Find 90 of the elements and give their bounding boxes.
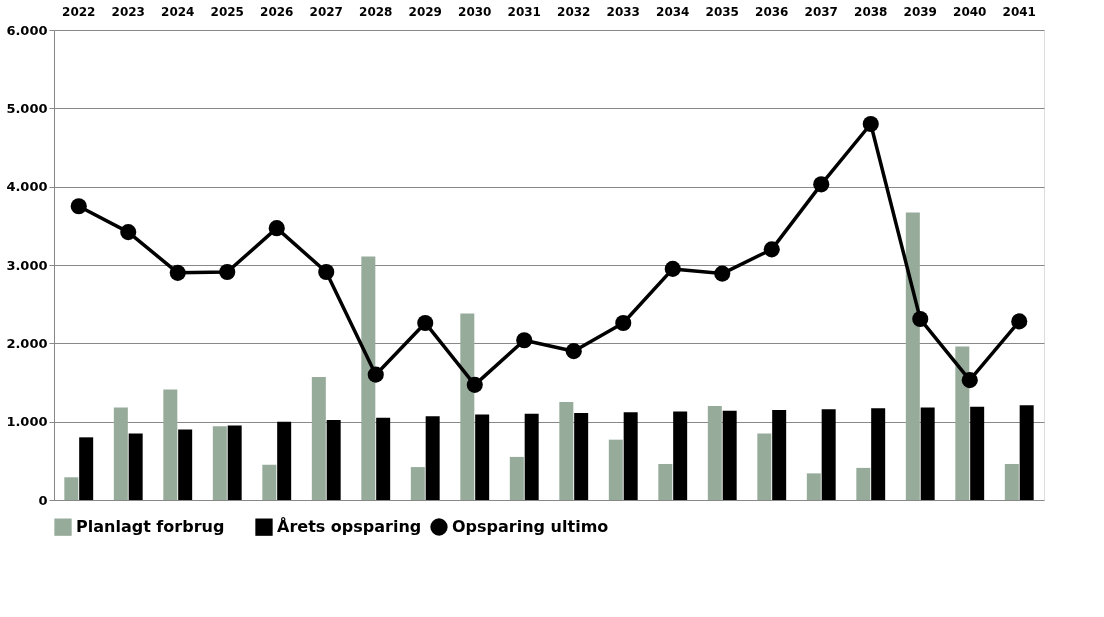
x-tick-label: 2023 [111,4,145,19]
x-tick-label: 2024 [161,4,195,19]
x-tick-label: 2028 [359,4,393,19]
point [714,265,731,282]
point [466,376,483,393]
bar [475,414,490,500]
point [318,264,335,281]
x-tick-label: 2026 [260,4,294,19]
point [912,311,929,328]
x-tick-label: 2039 [903,4,937,19]
legend-label: Planlagt forbrug [76,517,225,537]
bar [559,402,574,500]
bar [1019,405,1034,500]
x-tick-label: 2031 [507,4,541,19]
bar [277,421,292,500]
bar [658,463,673,500]
bar [524,413,539,500]
bar [311,377,326,500]
bar [608,439,623,500]
x-tick-label: 2022 [62,4,96,19]
bar [128,433,143,500]
y-tick-label: 0 [38,492,48,508]
bar [1004,463,1019,500]
x-tick-label: 2034 [656,4,690,19]
point [565,343,582,360]
point [1011,313,1028,330]
point [219,264,236,281]
bar [425,416,440,500]
x-tick-label: 2032 [557,4,591,19]
bar [623,412,638,500]
bar [326,420,341,500]
bar [673,411,688,500]
bar [970,406,985,500]
point [961,372,978,389]
x-tick-label: 2030 [458,4,492,19]
point [516,332,533,349]
x-tick-label: 2035 [705,4,739,19]
x-tick-label: 2027 [309,4,343,19]
bar [871,408,886,500]
bar [905,212,920,500]
bar [806,473,821,500]
y-tick-label: 3.000 [6,257,48,273]
x-tick-label: 2037 [804,4,838,19]
y-tick-label: 2.000 [6,335,48,351]
bar [722,410,737,500]
y-tick-label: 1.000 [6,414,48,430]
bar [757,433,772,500]
point [813,176,830,193]
x-tick-label: 2041 [1002,4,1036,19]
bar [376,417,391,500]
bar [772,409,787,500]
bar [361,256,376,500]
legend-label: Opsparing ultimo [452,517,609,536]
bar [262,464,277,500]
bar [707,406,722,500]
point [664,260,681,277]
x-tick-label: 2038 [854,4,888,19]
x-tick-label: 2029 [408,4,442,19]
bar [574,413,589,500]
bar [178,429,193,500]
point [367,366,384,383]
y-tick-label: 4.000 [6,179,48,195]
bar [79,437,94,500]
bar [509,456,524,500]
bar [212,426,227,500]
y-tick-label: 6.000 [6,22,48,38]
bar [821,409,836,500]
bar [460,313,475,500]
x-tick-label: 2033 [606,4,640,19]
x-tick-label: 2040 [953,4,987,19]
y-tick-label: 5.000 [6,100,48,116]
legend-label: Årets opsparing [277,517,422,537]
bar [410,467,425,500]
bar [856,467,871,500]
bar [920,407,935,500]
point [862,115,879,133]
point [268,220,285,237]
x-tick-label: 2025 [210,4,244,19]
bar [113,407,128,500]
x-tick-label: 2036 [755,4,789,19]
bar [955,346,970,500]
point [169,264,186,281]
bar [64,477,79,500]
point [120,224,137,241]
point [70,198,87,215]
point [615,314,632,332]
point [417,314,434,332]
bar [227,425,242,500]
bar [163,389,178,500]
point [763,241,780,258]
